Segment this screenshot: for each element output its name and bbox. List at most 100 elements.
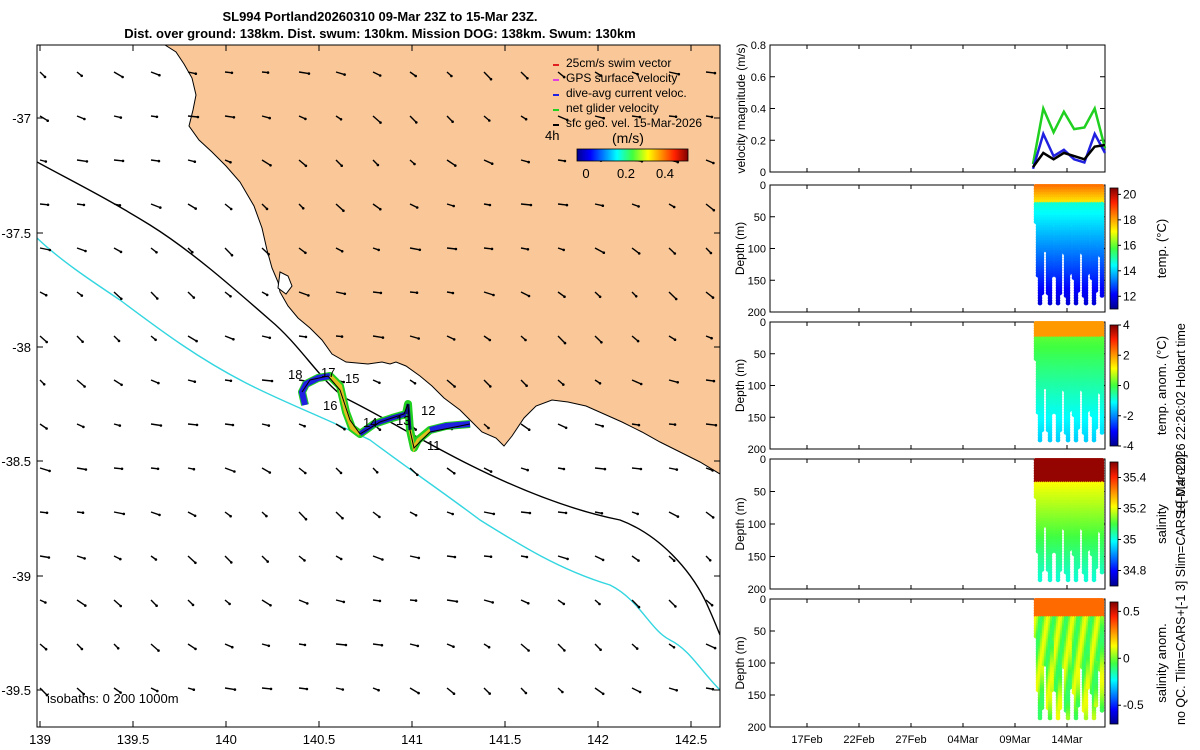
map-x-tick-label: 142 bbox=[587, 732, 609, 747]
map-x-tick-label: 139 bbox=[29, 732, 51, 747]
legend-label: net glider velocity bbox=[566, 101, 659, 115]
panel-y-tick-label: 0 bbox=[760, 317, 766, 329]
colorbar-tick-label: 0 bbox=[1123, 651, 1130, 665]
profile-scatter bbox=[1033, 458, 1105, 583]
map-y-tick-label: -37 bbox=[12, 111, 31, 126]
panel-y-tick-label: 100 bbox=[748, 519, 766, 531]
colorbar-tick-label: 0 bbox=[582, 166, 589, 181]
panel-y-tick-label: 50 bbox=[754, 349, 766, 361]
panel-5: 0 50 100 150 200 Depth (m) 17Feb 22Feb 27Feb 04Ma… bbox=[733, 594, 1169, 746]
map-y-tick-label: -37.5 bbox=[1, 226, 31, 241]
panel-y-tick-label: 0 bbox=[760, 180, 766, 192]
waypoint-labels: 18 17 15 16 14 13 12 11 bbox=[288, 365, 441, 453]
panel-y-tick-label: 0.4 bbox=[751, 104, 766, 116]
panel-y-tick-label: 0.6 bbox=[751, 72, 766, 84]
map-panel: 18 17 15 16 14 13 12 11 139 139.5 140 140.5… bbox=[1, 44, 721, 747]
svg-text:12: 12 bbox=[421, 403, 435, 418]
panel-y-axis-label: Depth (m) bbox=[733, 222, 747, 275]
svg-text:11: 11 bbox=[427, 438, 441, 453]
map-frame bbox=[36, 44, 721, 728]
colorbar-tick-label: 0 bbox=[1123, 379, 1130, 393]
plot-title-line-1: SL994 Portland20260310 09-Mar 23Z to 15-… bbox=[222, 9, 538, 24]
colorbar-tick-label: 0.4 bbox=[656, 166, 674, 181]
panel-y-tick-label: 150 bbox=[748, 690, 766, 702]
panel-y-tick-label: 0 bbox=[760, 594, 766, 606]
timestamp-label: 19-Mar-2026 22:26:02 Hobart time bbox=[1174, 323, 1188, 515]
panel-y-axis-label: Depth (m) bbox=[733, 636, 747, 689]
map-y-tick-label: -39 bbox=[12, 569, 31, 584]
panel-y-tick-label: 150 bbox=[748, 552, 766, 564]
panel-y-tick-label: 100 bbox=[748, 244, 766, 256]
panel-x-tick-label: 09Mar bbox=[999, 734, 1031, 746]
isobaths-label: isobaths: 0 200 1000m bbox=[47, 691, 179, 706]
glider-track bbox=[298, 372, 471, 453]
colorbar-tick-label: 12 bbox=[1123, 289, 1137, 303]
panel-colorbar bbox=[1109, 187, 1119, 310]
panel-y-tick-label: 200 bbox=[748, 584, 766, 596]
colorbar-tick-label: 35.2 bbox=[1123, 502, 1147, 516]
panel-4: 0 50 100 150 200 Depth (m) 34.8 35 35.2 35.4 salin… bbox=[733, 454, 1169, 596]
map-x-tick-label: 141 bbox=[401, 732, 423, 747]
legend-label: dive-avg current veloc. bbox=[566, 86, 687, 100]
profile-scatter bbox=[1033, 184, 1105, 306]
panel-x-tick-label: 17Feb bbox=[791, 734, 822, 746]
colorbar-tick-label: -0.5 bbox=[1123, 698, 1144, 712]
map-y-tick-label: -38.5 bbox=[1, 454, 31, 469]
colorbar-tick-label: 4 bbox=[1123, 318, 1130, 332]
colorbar-tick-label: 0.2 bbox=[617, 166, 635, 181]
panel-y-tick-label: 200 bbox=[748, 444, 766, 456]
colorbar-tick-label: 16 bbox=[1123, 238, 1137, 252]
panel-colorbar bbox=[1109, 461, 1119, 587]
panel-y-tick-label: 200 bbox=[748, 307, 766, 319]
panel-y-tick-label: 200 bbox=[748, 722, 766, 734]
panel-x-tick-label: 04Mar bbox=[947, 734, 979, 746]
colorbar-tick-label: 35.4 bbox=[1123, 471, 1147, 485]
panel-x-tick-label: 22Feb bbox=[843, 734, 874, 746]
colorbar-tick-label: -4 bbox=[1123, 439, 1134, 453]
map-x-tick-label: 141.5 bbox=[489, 732, 522, 747]
svg-text:15: 15 bbox=[345, 371, 359, 386]
panel-y-axis-label: Depth (m) bbox=[733, 497, 747, 550]
panel-x-tick-label: 14Mar bbox=[1051, 734, 1083, 746]
svg-text:17: 17 bbox=[321, 365, 335, 380]
panel-2: 0 50 100 150 200 Depth (m) 12 14 16 18 20 temp. (°C… bbox=[733, 180, 1169, 319]
svg-text:18: 18 bbox=[288, 367, 302, 382]
colorbar-tick-label: 2 bbox=[1123, 348, 1130, 362]
panel-y-axis-label: Depth (m) bbox=[733, 359, 747, 412]
velocity-series-line bbox=[1031, 104, 1107, 165]
legend-label: GPS surface velocity bbox=[566, 71, 677, 85]
panel-y-tick-label: 50 bbox=[754, 626, 766, 638]
map-x-tick-label: 140.5 bbox=[303, 732, 336, 747]
map-x-tick-label: 140 bbox=[215, 732, 237, 747]
velocity-series-line bbox=[1031, 143, 1106, 168]
speed-colorbar bbox=[576, 148, 689, 162]
svg-text:13: 13 bbox=[396, 413, 410, 428]
colorbar-tick-label: 18 bbox=[1123, 213, 1137, 227]
colorbar-tick-label: -2 bbox=[1123, 409, 1134, 423]
legend-label: sfc geo. vel. 15-Mar-2026 bbox=[566, 116, 702, 130]
panel-colorbar bbox=[1109, 601, 1119, 725]
colorbar-tick-label: 20 bbox=[1123, 187, 1137, 201]
colorbar-label: temp. (°C) bbox=[1154, 219, 1169, 278]
colorbar-label: salinity bbox=[1154, 504, 1169, 544]
panel-y-tick-label: 0.2 bbox=[751, 135, 766, 147]
panel-y-tick-label: 100 bbox=[748, 658, 766, 670]
map-y-tick-label: -38 bbox=[12, 340, 31, 355]
panel-colorbar bbox=[1109, 324, 1119, 447]
map-x-tick-label: 142.5 bbox=[675, 732, 708, 747]
legend-label: 25cm/s swim vector bbox=[566, 56, 671, 70]
plot-title-line-2: Dist. over ground: 138km. Dist. swum: 13… bbox=[124, 26, 636, 41]
colorbar-unit-label: (m/s) bbox=[612, 130, 644, 146]
scale-label: 4h bbox=[545, 128, 559, 143]
lake-inlet bbox=[277, 271, 293, 295]
panel-x-tick-label: 27Feb bbox=[895, 734, 926, 746]
svg-text:14: 14 bbox=[363, 415, 377, 430]
svg-text:16: 16 bbox=[323, 398, 337, 413]
colorbar-label: temp. anom. (°C) bbox=[1154, 336, 1169, 435]
colorbar-tick-label: 35 bbox=[1123, 533, 1137, 547]
panel-y-tick-label: 0 bbox=[760, 167, 766, 179]
panel-y-tick-label: 0 bbox=[760, 454, 766, 466]
profile-scatter bbox=[1033, 321, 1105, 443]
